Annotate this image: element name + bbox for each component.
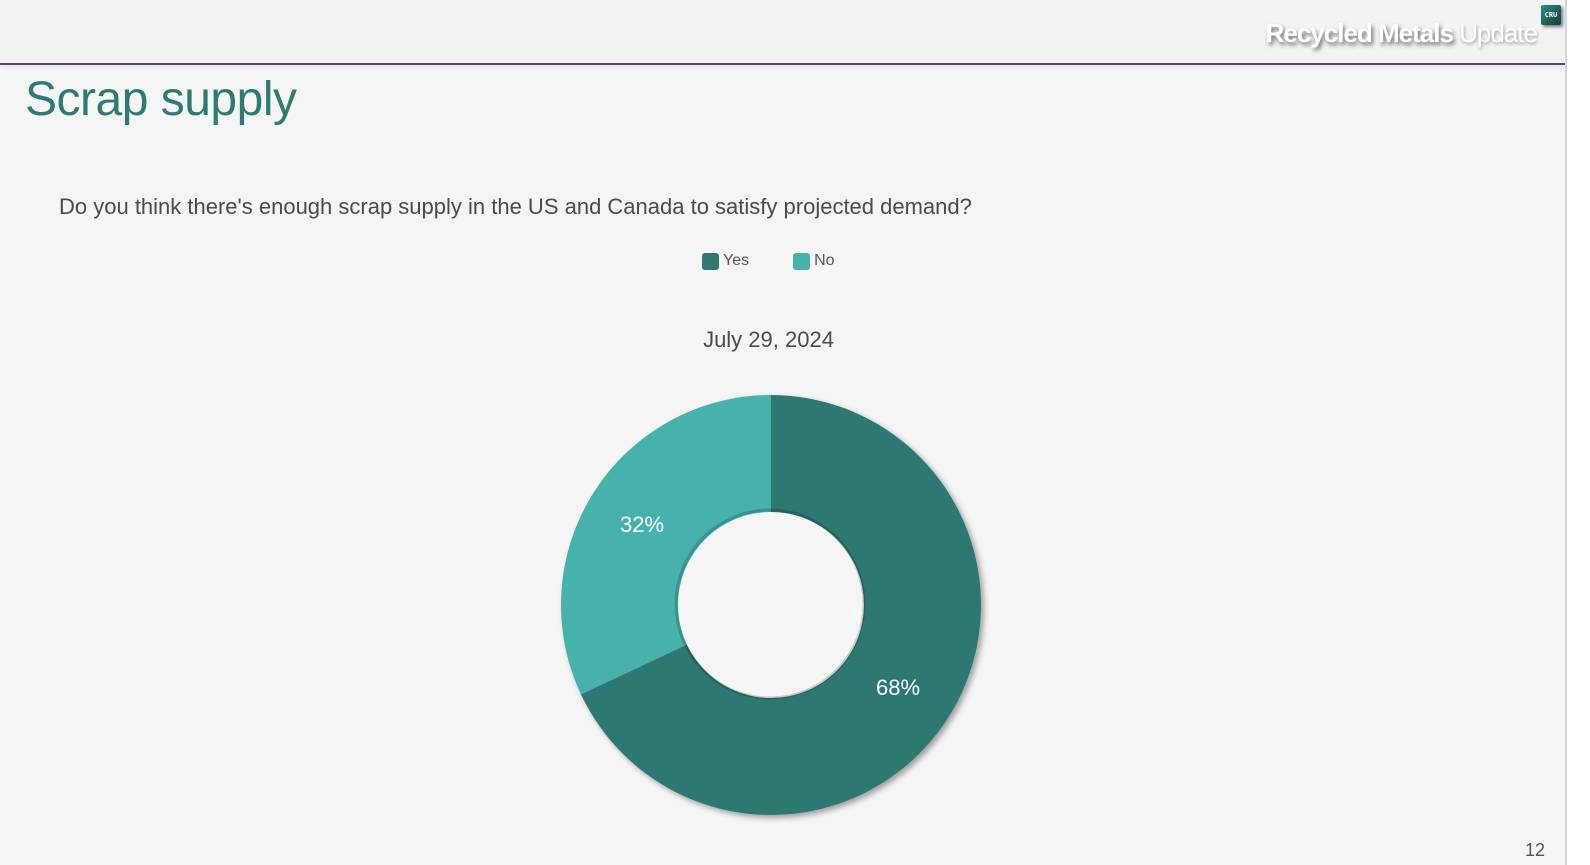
page-title: Scrap supply bbox=[25, 73, 297, 126]
legend-item-no: No bbox=[793, 252, 835, 270]
chart-legend: Yes No bbox=[702, 252, 879, 270]
header-bar: Recycled Metals Update CRU bbox=[0, 0, 1565, 63]
brand-bold-text: Recycled Metals bbox=[1265, 18, 1454, 48]
donut-chart: 68% 32% bbox=[561, 395, 981, 815]
brand-light-text: Update bbox=[1452, 18, 1538, 48]
legend-swatch-yes bbox=[702, 252, 719, 270]
legend-item-yes: Yes bbox=[702, 252, 749, 270]
legend-swatch-no bbox=[793, 252, 811, 270]
survey-question: Do you think there's enough scrap supply… bbox=[59, 194, 972, 219]
legend-label-no: No bbox=[814, 252, 835, 269]
chart-title: July 29, 2024 bbox=[703, 327, 834, 352]
slice-label-no: 32% bbox=[620, 512, 664, 537]
cru-logo-icon: CRU bbox=[1541, 5, 1561, 25]
page-number: 12 bbox=[1524, 840, 1545, 860]
slice-label-yes: 68% bbox=[876, 675, 920, 700]
brand-wordmark: Recycled Metals Update bbox=[1265, 18, 1538, 49]
legend-label-yes: Yes bbox=[723, 252, 750, 269]
header-divider bbox=[0, 63, 1565, 65]
donut-hole bbox=[678, 512, 864, 698]
